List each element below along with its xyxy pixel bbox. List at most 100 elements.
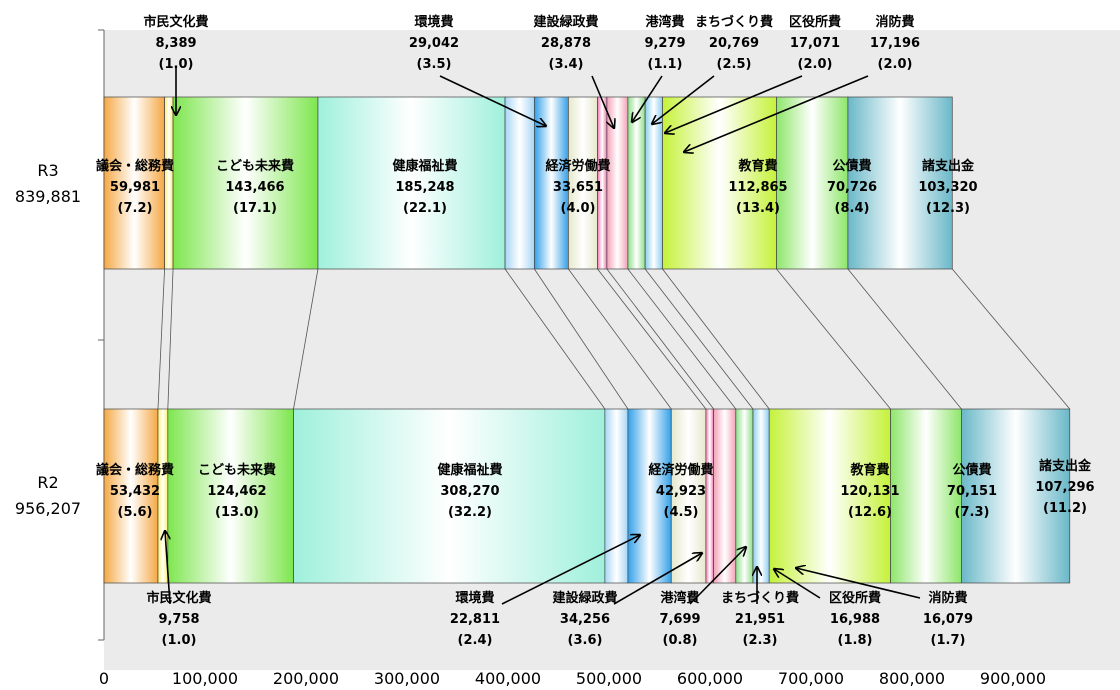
row-name: R3 bbox=[37, 161, 58, 180]
callout-arrow bbox=[665, 75, 803, 133]
x-tick-label: 700,000 bbox=[778, 669, 844, 688]
bar-r2-seg13 bbox=[961, 408, 1071, 584]
bar-r3-seg12 bbox=[776, 96, 849, 270]
segment-category-label: 消防費 bbox=[928, 590, 967, 606]
segment-percent-label: (7.3) bbox=[955, 505, 990, 520]
label-r2-seg0: 議会・総務費 53,432 (5.6) bbox=[96, 462, 174, 520]
label-r2-seg4: 環境費 22,811 (2.4) bbox=[450, 590, 500, 648]
segment-value-label: 20,769 bbox=[709, 36, 759, 51]
segment-value-label: 120,131 bbox=[840, 484, 899, 499]
segment-value-label: 42,923 bbox=[656, 484, 706, 499]
connector-line bbox=[847, 268, 962, 410]
segment-percent-label: (17.1) bbox=[233, 201, 277, 216]
label-r3-seg6: 建設緑政費 28,878 (3.4) bbox=[533, 14, 598, 72]
bar-r2-seg9 bbox=[735, 408, 754, 584]
segment-category-label: こども未来費 bbox=[216, 158, 294, 174]
segment-category-label: 健康福祉費 bbox=[392, 158, 457, 174]
segment-value-label: 70,151 bbox=[947, 484, 997, 499]
connector-line bbox=[776, 268, 891, 410]
segment-value-label: 107,296 bbox=[1035, 480, 1094, 495]
segment-value-label: 8,389 bbox=[155, 36, 196, 51]
segment-category-label: まちづくり費 bbox=[695, 14, 773, 30]
segment-category-label: 市民文化費 bbox=[146, 590, 211, 606]
x-tick-label: 900,000 bbox=[980, 669, 1046, 688]
segment-percent-label: (4.5) bbox=[664, 505, 699, 520]
segment-value-label: 22,811 bbox=[450, 612, 500, 627]
callout-arrow bbox=[652, 75, 715, 124]
label-r2-seg10: 消防費 16,079 (1.7) bbox=[923, 590, 973, 648]
bar-r2-seg10 bbox=[752, 408, 770, 584]
label-r2-seg2: こども未来費 124,462 (13.0) bbox=[198, 462, 276, 520]
row-name: R2 bbox=[37, 473, 58, 492]
label-r2-seg5: 経済労働費 42,923 (4.5) bbox=[648, 462, 713, 520]
segment-percent-label: (8.4) bbox=[835, 201, 870, 216]
callout-arrow bbox=[796, 568, 921, 599]
bar-r2-seg4 bbox=[604, 408, 629, 584]
bar-r3-seg4 bbox=[504, 96, 535, 270]
connector-line bbox=[644, 268, 754, 410]
segment-percent-label: (3.5) bbox=[417, 57, 452, 72]
segment-value-label: 59,981 bbox=[110, 180, 160, 195]
segment-value-label: 33,651 bbox=[553, 180, 603, 195]
segment-percent-label: (0.8) bbox=[663, 633, 698, 648]
label-r2-seg8: まちづくり費 21,951 (2.3) bbox=[721, 590, 799, 648]
segment-value-label: 17,196 bbox=[870, 36, 920, 51]
segment-value-label: 34,256 bbox=[560, 612, 610, 627]
label-r3-seg4: 環境費 29,042 (3.5) bbox=[409, 14, 459, 72]
segment-percent-label: (4.0) bbox=[561, 201, 596, 216]
segment-value-label: 70,726 bbox=[827, 180, 877, 195]
segment-value-label: 29,042 bbox=[409, 36, 459, 51]
label-r2-seg7: 港湾費 7,699 (0.8) bbox=[659, 590, 700, 648]
label-r3-seg1: 市民文化費 8,389 (1.0) bbox=[143, 14, 208, 72]
callout-arrow bbox=[689, 547, 746, 605]
segment-category-label: 教育費 bbox=[737, 158, 777, 174]
segment-percent-label: (11.2) bbox=[1043, 501, 1087, 516]
label-r3-seg8: まちづくり費 20,769 (2.5) bbox=[695, 14, 773, 72]
callout-arrow bbox=[439, 75, 546, 126]
segment-percent-label: (2.0) bbox=[878, 57, 913, 72]
segment-percent-label: (12.6) bbox=[848, 505, 892, 520]
x-tick-label: 200,000 bbox=[273, 669, 339, 688]
label-r2-seg6: 建設緑政費 34,256 (3.6) bbox=[552, 590, 617, 648]
segment-value-label: 124,462 bbox=[207, 484, 266, 499]
segment-value-label: 308,270 bbox=[440, 484, 499, 499]
bar-r3-seg6 bbox=[568, 96, 598, 270]
bar-segments bbox=[103, 96, 1071, 584]
segment-value-label: 21,951 bbox=[735, 612, 785, 627]
bar-r2-seg0 bbox=[103, 408, 159, 584]
segment-percent-label: (3.6) bbox=[568, 633, 603, 648]
segment-category-label: 健康福祉費 bbox=[437, 462, 502, 478]
segment-category-label: 環境費 bbox=[455, 590, 494, 606]
row-total: 839,881 bbox=[15, 187, 81, 206]
bar-r3-seg1 bbox=[164, 96, 174, 270]
connector-line bbox=[627, 268, 737, 410]
segment-value-label: 143,466 bbox=[225, 180, 284, 195]
segment-category-label: 区役所費 bbox=[789, 14, 841, 30]
segment-category-label: こども未来費 bbox=[198, 462, 276, 478]
row-label-r3: R3 839,881 bbox=[15, 161, 81, 206]
segment-percent-label: (1.8) bbox=[838, 633, 873, 648]
label-r2-seg3: 健康福祉費 308,270 (32.2) bbox=[437, 462, 502, 520]
x-tick-label: 800,000 bbox=[879, 669, 945, 688]
callout-arrow bbox=[591, 75, 614, 128]
connector-line bbox=[157, 268, 165, 410]
bar-r2-seg11 bbox=[768, 408, 891, 584]
segment-category-label: 諸支出金 bbox=[1039, 458, 1092, 474]
segment-percent-label: (1.0) bbox=[159, 57, 194, 72]
row-label-r2: R2 956,207 bbox=[15, 473, 81, 518]
segment-category-label: 公債費 bbox=[952, 462, 991, 478]
segment-category-label: 公債費 bbox=[832, 158, 871, 174]
segment-value-label: 53,432 bbox=[110, 484, 160, 499]
segment-category-label: 教育費 bbox=[849, 462, 889, 478]
label-r3-seg0: 議会・総務費 59,981 (7.2) bbox=[96, 158, 174, 216]
label-r2-seg9: 区役所費 16,988 (1.8) bbox=[829, 590, 881, 648]
segment-category-label: まちづくり費 bbox=[721, 590, 799, 606]
label-r3-seg11: 教育費 112,865 (13.4) bbox=[728, 158, 787, 216]
x-tick-label: 0 bbox=[99, 669, 109, 688]
label-r3-seg2: こども未来費 143,466 (17.1) bbox=[216, 158, 294, 216]
segment-value-label: 16,079 bbox=[923, 612, 973, 627]
callout-arrow bbox=[613, 553, 702, 605]
connector-line bbox=[606, 268, 714, 410]
x-tick-label: 500,000 bbox=[576, 669, 642, 688]
segment-percent-label: (1.0) bbox=[162, 633, 197, 648]
